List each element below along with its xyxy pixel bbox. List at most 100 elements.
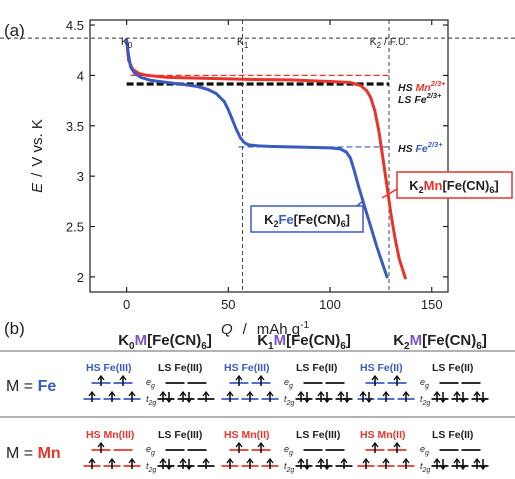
arrow-head bbox=[257, 441, 265, 448]
plot-frame bbox=[89, 19, 449, 293]
arrow-head bbox=[119, 374, 127, 381]
arrow-head bbox=[159, 457, 167, 464]
box-mn-metal: Mn bbox=[424, 178, 443, 193]
arrow-head bbox=[402, 457, 410, 464]
box-mn-label: K2Mn[Fe(CN)6] bbox=[381, 171, 513, 199]
box-mn-k: K bbox=[409, 178, 419, 193]
guide-lines bbox=[0, 20, 515, 292]
arrow-head bbox=[202, 457, 210, 464]
box-fe-rest: [Fe(CN) bbox=[294, 212, 341, 227]
config-group: HS Mn(III) LS Fe(III)eg t2g bbox=[83, 429, 215, 474]
arrow-head bbox=[235, 441, 243, 448]
arrow-head bbox=[88, 390, 96, 397]
arrow-head bbox=[202, 390, 210, 397]
ls-label: LS Fe(II) bbox=[296, 362, 337, 374]
arrow-head bbox=[365, 397, 373, 404]
hs-label: HS Mn(II) bbox=[360, 429, 406, 441]
x-axis-symbol: Q bbox=[221, 321, 233, 338]
annotation-hs-mn: HS Mn2/3+ bbox=[398, 79, 446, 94]
y-tick-label: 4 bbox=[77, 68, 84, 83]
arrow-head bbox=[479, 397, 487, 404]
arrow-head bbox=[179, 390, 187, 397]
panel-a-label: (a) bbox=[4, 21, 25, 40]
eg-label: eg bbox=[146, 377, 155, 390]
y-axis-label: E / V vs. K bbox=[29, 119, 46, 193]
config-group: HS Fe(II) LS Fe(II)eg t2g bbox=[357, 362, 489, 407]
arrow-head bbox=[337, 390, 345, 397]
t2g-label: t2g bbox=[420, 394, 430, 407]
arrow-head bbox=[108, 457, 116, 464]
arrow-head bbox=[371, 441, 379, 448]
arrow-head bbox=[317, 390, 325, 397]
box-fe-frame bbox=[250, 205, 364, 233]
hs-label: HS Fe(III) bbox=[224, 362, 270, 374]
arrow-head bbox=[165, 397, 173, 404]
box-fe-k: K bbox=[264, 212, 274, 227]
y-tick-label: 3 bbox=[77, 169, 84, 184]
ls-label: LS Fe(III) bbox=[158, 429, 202, 441]
box-mn-rest: [Fe(CN) bbox=[442, 178, 489, 193]
row-label: M = Mn bbox=[6, 445, 61, 462]
arrow-head bbox=[439, 464, 447, 471]
axis-ticks: 0 50 100 150 2 2.5 3 3.5 4 4.5 bbox=[66, 18, 448, 312]
y-tick-label: 2.5 bbox=[66, 220, 84, 235]
box-mn-sub6: 6 bbox=[489, 185, 494, 195]
ls-label: LS Fe(III) bbox=[158, 362, 202, 374]
box-fe-k-sub: 2 bbox=[273, 219, 278, 229]
series-mn-line bbox=[125, 38, 407, 280]
x-axis-unit-exp: -1 bbox=[300, 320, 309, 331]
header-k1: K1M[Fe(CN)6] bbox=[257, 332, 351, 352]
arrow-head bbox=[303, 397, 311, 404]
arrow-head bbox=[323, 464, 331, 471]
arrow-head bbox=[266, 390, 274, 397]
eg-label: eg bbox=[284, 377, 293, 390]
arrow-head bbox=[159, 390, 167, 397]
box-fe-text: K2Fe[Fe(CN)6] bbox=[264, 212, 350, 229]
row-label: M = Fe bbox=[6, 378, 56, 395]
arrow-head bbox=[433, 457, 441, 464]
k-label-1: K1 bbox=[237, 36, 249, 50]
arrow-head bbox=[439, 397, 447, 404]
annotation-hs-mn-element: Mn bbox=[416, 82, 431, 94]
arrow-head bbox=[97, 441, 105, 448]
arrow-head bbox=[185, 464, 193, 471]
arrow-head bbox=[128, 457, 136, 464]
ls-label: LS Fe(III) bbox=[296, 429, 340, 441]
arrow-head bbox=[297, 390, 305, 397]
arrow-head bbox=[459, 397, 467, 404]
header-k2: K2M[Fe(CN)6] bbox=[393, 332, 487, 352]
arrow-head bbox=[382, 457, 390, 464]
annotation-ls-fe-pre: LS bbox=[398, 94, 414, 106]
y-tick-label: 4.5 bbox=[66, 18, 84, 33]
arrow-head bbox=[257, 374, 265, 381]
hs-label: HS Fe(III) bbox=[86, 362, 132, 374]
arrow-head bbox=[433, 390, 441, 397]
arrow-head bbox=[453, 390, 461, 397]
arrow-head bbox=[266, 457, 274, 464]
annotation-hs-mn-pre: HS bbox=[398, 82, 416, 94]
arrow-head bbox=[303, 464, 311, 471]
arrow-head bbox=[479, 464, 487, 471]
plot-a: 0 50 100 150 2 2.5 3 3.5 4 4.5 K0 K1 K2 / F.U. E / V … bbox=[0, 18, 515, 338]
box-fe-end: ] bbox=[346, 212, 350, 227]
ls-label: LS Fe(II) bbox=[432, 429, 473, 441]
arrow-head bbox=[359, 390, 367, 397]
annotation-ls-fe-sup: 2/3+ bbox=[426, 91, 442, 100]
config-group: HS Fe(III) LS Fe(III)eg t2g bbox=[83, 362, 215, 407]
annotation-hs-fe: HS Fe2/3+ bbox=[398, 140, 443, 155]
series-layer bbox=[125, 38, 407, 280]
k-label-0: K0 bbox=[121, 36, 133, 50]
arrow-head bbox=[246, 390, 254, 397]
arrow-head bbox=[226, 390, 234, 397]
t2g-label: t2g bbox=[146, 461, 156, 474]
x-axis-slash: / bbox=[243, 321, 248, 338]
arrow-head bbox=[226, 457, 234, 464]
header-k0: K0M[Fe(CN)6] bbox=[118, 332, 212, 352]
hs-label: HS Mn(III) bbox=[86, 429, 134, 441]
arrow-head bbox=[371, 374, 379, 381]
annotation-ls-fe: LS Fe2/3+ bbox=[398, 91, 442, 106]
arrow-head bbox=[246, 457, 254, 464]
arrow-head bbox=[323, 397, 331, 404]
eg-label: eg bbox=[284, 444, 293, 457]
